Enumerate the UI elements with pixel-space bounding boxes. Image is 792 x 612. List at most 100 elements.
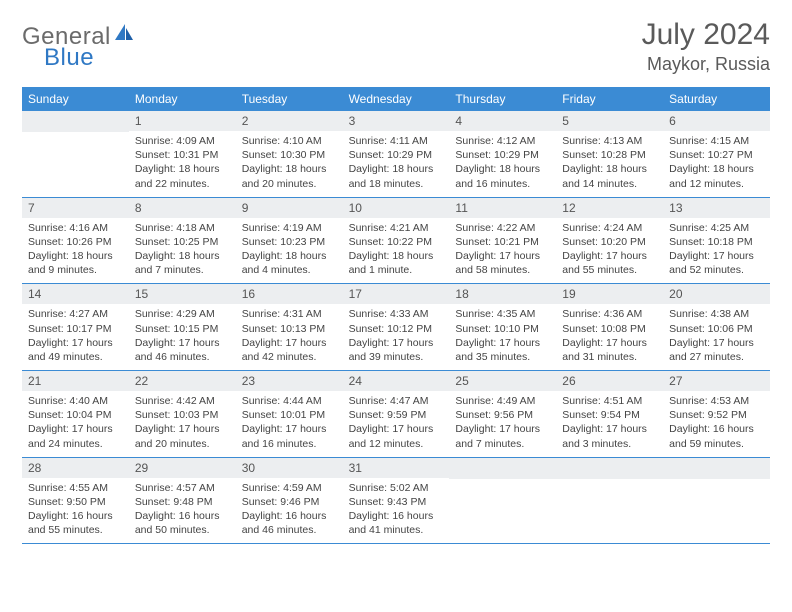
day-number: 21 — [22, 371, 129, 391]
day-number: 16 — [236, 284, 343, 304]
weekday-header: Tuesday — [236, 87, 343, 111]
day-cell: 25Sunrise: 4:49 AMSunset: 9:56 PMDayligh… — [449, 371, 556, 457]
day-cell: 2Sunrise: 4:10 AMSunset: 10:30 PMDayligh… — [236, 111, 343, 197]
daylight-text: Daylight: 17 hours and 31 minutes. — [562, 336, 657, 364]
sunrise-text: Sunrise: 4:22 AM — [455, 221, 550, 235]
sunrise-text: Sunrise: 4:33 AM — [349, 307, 444, 321]
sunset-text: Sunset: 10:03 PM — [135, 408, 230, 422]
day-cell: 15Sunrise: 4:29 AMSunset: 10:15 PMDaylig… — [129, 284, 236, 370]
daylight-text: Daylight: 18 hours and 16 minutes. — [455, 162, 550, 190]
sunrise-text: Sunrise: 4:57 AM — [135, 481, 230, 495]
sunrise-text: Sunrise: 4:16 AM — [28, 221, 123, 235]
sunset-text: Sunset: 10:28 PM — [562, 148, 657, 162]
day-cell: 30Sunrise: 4:59 AMSunset: 9:46 PMDayligh… — [236, 458, 343, 544]
sunrise-text: Sunrise: 4:40 AM — [28, 394, 123, 408]
daylight-text: Daylight: 17 hours and 49 minutes. — [28, 336, 123, 364]
daylight-text: Daylight: 16 hours and 59 minutes. — [669, 422, 764, 450]
day-number-empty — [449, 458, 556, 479]
sunset-text: Sunset: 10:22 PM — [349, 235, 444, 249]
day-content: Sunrise: 4:31 AMSunset: 10:13 PMDaylight… — [236, 304, 343, 370]
sunrise-text: Sunrise: 4:42 AM — [135, 394, 230, 408]
day-number: 30 — [236, 458, 343, 478]
day-number: 23 — [236, 371, 343, 391]
daylight-text: Daylight: 18 hours and 7 minutes. — [135, 249, 230, 277]
sunrise-text: Sunrise: 4:31 AM — [242, 307, 337, 321]
day-cell: 18Sunrise: 4:35 AMSunset: 10:10 PMDaylig… — [449, 284, 556, 370]
sunrise-text: Sunrise: 5:02 AM — [349, 481, 444, 495]
sunset-text: Sunset: 10:18 PM — [669, 235, 764, 249]
sunset-text: Sunset: 10:23 PM — [242, 235, 337, 249]
sunrise-text: Sunrise: 4:59 AM — [242, 481, 337, 495]
day-content: Sunrise: 4:15 AMSunset: 10:27 PMDaylight… — [663, 131, 770, 197]
day-cell: 16Sunrise: 4:31 AMSunset: 10:13 PMDaylig… — [236, 284, 343, 370]
day-number: 19 — [556, 284, 663, 304]
day-number: 26 — [556, 371, 663, 391]
day-cell — [556, 458, 663, 544]
daylight-text: Daylight: 16 hours and 50 minutes. — [135, 509, 230, 537]
day-cell: 13Sunrise: 4:25 AMSunset: 10:18 PMDaylig… — [663, 198, 770, 284]
day-content: Sunrise: 4:22 AMSunset: 10:21 PMDaylight… — [449, 218, 556, 284]
sunrise-text: Sunrise: 4:36 AM — [562, 307, 657, 321]
day-content: Sunrise: 4:42 AMSunset: 10:03 PMDaylight… — [129, 391, 236, 457]
daylight-text: Daylight: 17 hours and 20 minutes. — [135, 422, 230, 450]
week-row: 14Sunrise: 4:27 AMSunset: 10:17 PMDaylig… — [22, 284, 770, 371]
day-cell: 19Sunrise: 4:36 AMSunset: 10:08 PMDaylig… — [556, 284, 663, 370]
daylight-text: Daylight: 17 hours and 39 minutes. — [349, 336, 444, 364]
month-title: July 2024 — [642, 18, 770, 52]
sunset-text: Sunset: 10:27 PM — [669, 148, 764, 162]
day-cell: 17Sunrise: 4:33 AMSunset: 10:12 PMDaylig… — [343, 284, 450, 370]
day-number: 20 — [663, 284, 770, 304]
day-content: Sunrise: 4:21 AMSunset: 10:22 PMDaylight… — [343, 218, 450, 284]
sunset-text: Sunset: 9:54 PM — [562, 408, 657, 422]
sail-icon — [113, 22, 135, 47]
day-number: 25 — [449, 371, 556, 391]
day-content: Sunrise: 4:44 AMSunset: 10:01 PMDaylight… — [236, 391, 343, 457]
sunrise-text: Sunrise: 4:51 AM — [562, 394, 657, 408]
daylight-text: Daylight: 16 hours and 46 minutes. — [242, 509, 337, 537]
sunset-text: Sunset: 10:13 PM — [242, 322, 337, 336]
week-row: 1Sunrise: 4:09 AMSunset: 10:31 PMDayligh… — [22, 111, 770, 198]
daylight-text: Daylight: 17 hours and 52 minutes. — [669, 249, 764, 277]
day-content: Sunrise: 4:11 AMSunset: 10:29 PMDaylight… — [343, 131, 450, 197]
day-cell: 20Sunrise: 4:38 AMSunset: 10:06 PMDaylig… — [663, 284, 770, 370]
sunrise-text: Sunrise: 4:55 AM — [28, 481, 123, 495]
day-number: 2 — [236, 111, 343, 131]
day-cell: 23Sunrise: 4:44 AMSunset: 10:01 PMDaylig… — [236, 371, 343, 457]
day-content: Sunrise: 4:24 AMSunset: 10:20 PMDaylight… — [556, 218, 663, 284]
day-number: 29 — [129, 458, 236, 478]
day-number: 15 — [129, 284, 236, 304]
day-content: Sunrise: 4:49 AMSunset: 9:56 PMDaylight:… — [449, 391, 556, 457]
day-content: Sunrise: 4:27 AMSunset: 10:17 PMDaylight… — [22, 304, 129, 370]
day-cell: 27Sunrise: 4:53 AMSunset: 9:52 PMDayligh… — [663, 371, 770, 457]
sunrise-text: Sunrise: 4:47 AM — [349, 394, 444, 408]
sunset-text: Sunset: 10:25 PM — [135, 235, 230, 249]
weekday-header: Wednesday — [343, 87, 450, 111]
sunrise-text: Sunrise: 4:15 AM — [669, 134, 764, 148]
day-number: 9 — [236, 198, 343, 218]
day-cell: 29Sunrise: 4:57 AMSunset: 9:48 PMDayligh… — [129, 458, 236, 544]
day-cell: 7Sunrise: 4:16 AMSunset: 10:26 PMDayligh… — [22, 198, 129, 284]
day-cell: 4Sunrise: 4:12 AMSunset: 10:29 PMDayligh… — [449, 111, 556, 197]
sunrise-text: Sunrise: 4:27 AM — [28, 307, 123, 321]
sunset-text: Sunset: 9:59 PM — [349, 408, 444, 422]
sunset-text: Sunset: 10:26 PM — [28, 235, 123, 249]
week-row: 21Sunrise: 4:40 AMSunset: 10:04 PMDaylig… — [22, 371, 770, 458]
day-cell: 9Sunrise: 4:19 AMSunset: 10:23 PMDayligh… — [236, 198, 343, 284]
day-cell: 1Sunrise: 4:09 AMSunset: 10:31 PMDayligh… — [129, 111, 236, 197]
week-row: 7Sunrise: 4:16 AMSunset: 10:26 PMDayligh… — [22, 198, 770, 285]
sunset-text: Sunset: 10:21 PM — [455, 235, 550, 249]
day-number: 5 — [556, 111, 663, 131]
daylight-text: Daylight: 17 hours and 3 minutes. — [562, 422, 657, 450]
daylight-text: Daylight: 17 hours and 16 minutes. — [242, 422, 337, 450]
day-cell: 24Sunrise: 4:47 AMSunset: 9:59 PMDayligh… — [343, 371, 450, 457]
sunrise-text: Sunrise: 4:21 AM — [349, 221, 444, 235]
weekday-header: Friday — [556, 87, 663, 111]
sunrise-text: Sunrise: 4:38 AM — [669, 307, 764, 321]
daylight-text: Daylight: 17 hours and 12 minutes. — [349, 422, 444, 450]
day-content: Sunrise: 4:13 AMSunset: 10:28 PMDaylight… — [556, 131, 663, 197]
day-number: 17 — [343, 284, 450, 304]
day-cell: 28Sunrise: 4:55 AMSunset: 9:50 PMDayligh… — [22, 458, 129, 544]
day-number: 12 — [556, 198, 663, 218]
weekday-header: Saturday — [663, 87, 770, 111]
day-content: Sunrise: 4:59 AMSunset: 9:46 PMDaylight:… — [236, 478, 343, 544]
